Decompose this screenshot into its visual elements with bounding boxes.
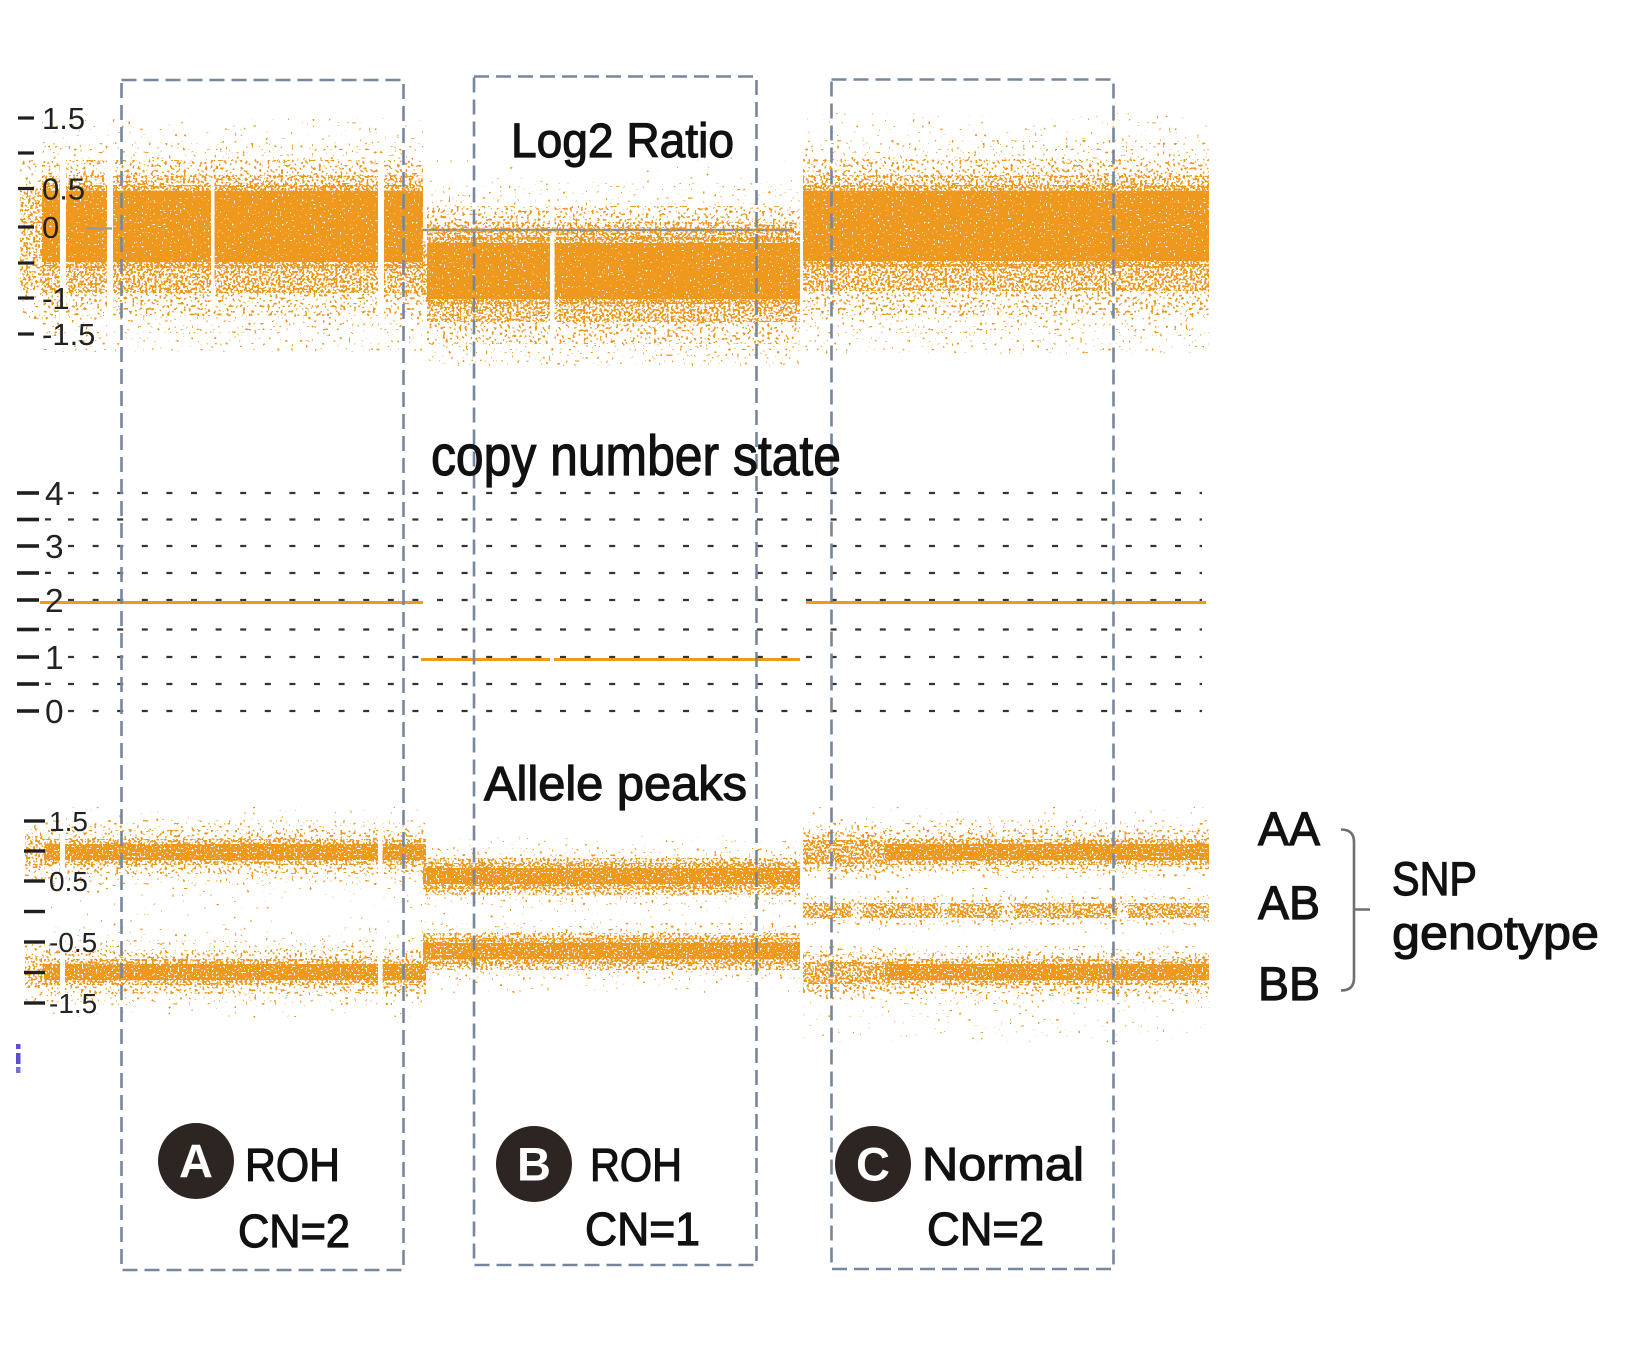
svg-text:0.5: 0.5 [42,172,85,207]
svg-text:genotype: genotype [1392,906,1599,959]
svg-text:Normal: Normal [922,1138,1084,1190]
svg-text:copy number state: copy number state [431,424,841,488]
svg-text:4: 4 [45,476,64,513]
svg-text:A: A [179,1135,213,1188]
svg-text:-1.5: -1.5 [49,988,97,1019]
svg-text:-0.5: -0.5 [49,927,97,958]
svg-text:0: 0 [45,694,64,731]
svg-text:SNP: SNP [1392,852,1477,905]
svg-text:-1.5: -1.5 [42,317,95,352]
svg-text:0.5: 0.5 [49,866,88,897]
svg-text:1.5: 1.5 [42,101,85,136]
svg-text:1.5: 1.5 [49,806,88,837]
svg-text:C: C [856,1138,890,1191]
svg-text:Log2 Ratio: Log2 Ratio [511,115,734,168]
svg-text:CN=2: CN=2 [927,1203,1044,1255]
svg-text:-1: -1 [42,281,70,316]
svg-text:2: 2 [45,583,64,620]
svg-text:ROH: ROH [245,1139,340,1191]
svg-text:Allele peaks: Allele peaks [484,758,747,811]
svg-text:AB: AB [1258,876,1320,929]
svg-text:B: B [517,1138,551,1191]
svg-text:3: 3 [45,529,64,566]
svg-text:ROH: ROH [590,1139,682,1191]
svg-text:CN=1: CN=1 [585,1203,700,1255]
svg-text:BB: BB [1258,957,1320,1010]
svg-text:1: 1 [45,640,64,677]
svg-text:AA: AA [1258,802,1321,855]
svg-text:0: 0 [42,210,59,245]
svg-text:CN=2: CN=2 [238,1205,350,1257]
